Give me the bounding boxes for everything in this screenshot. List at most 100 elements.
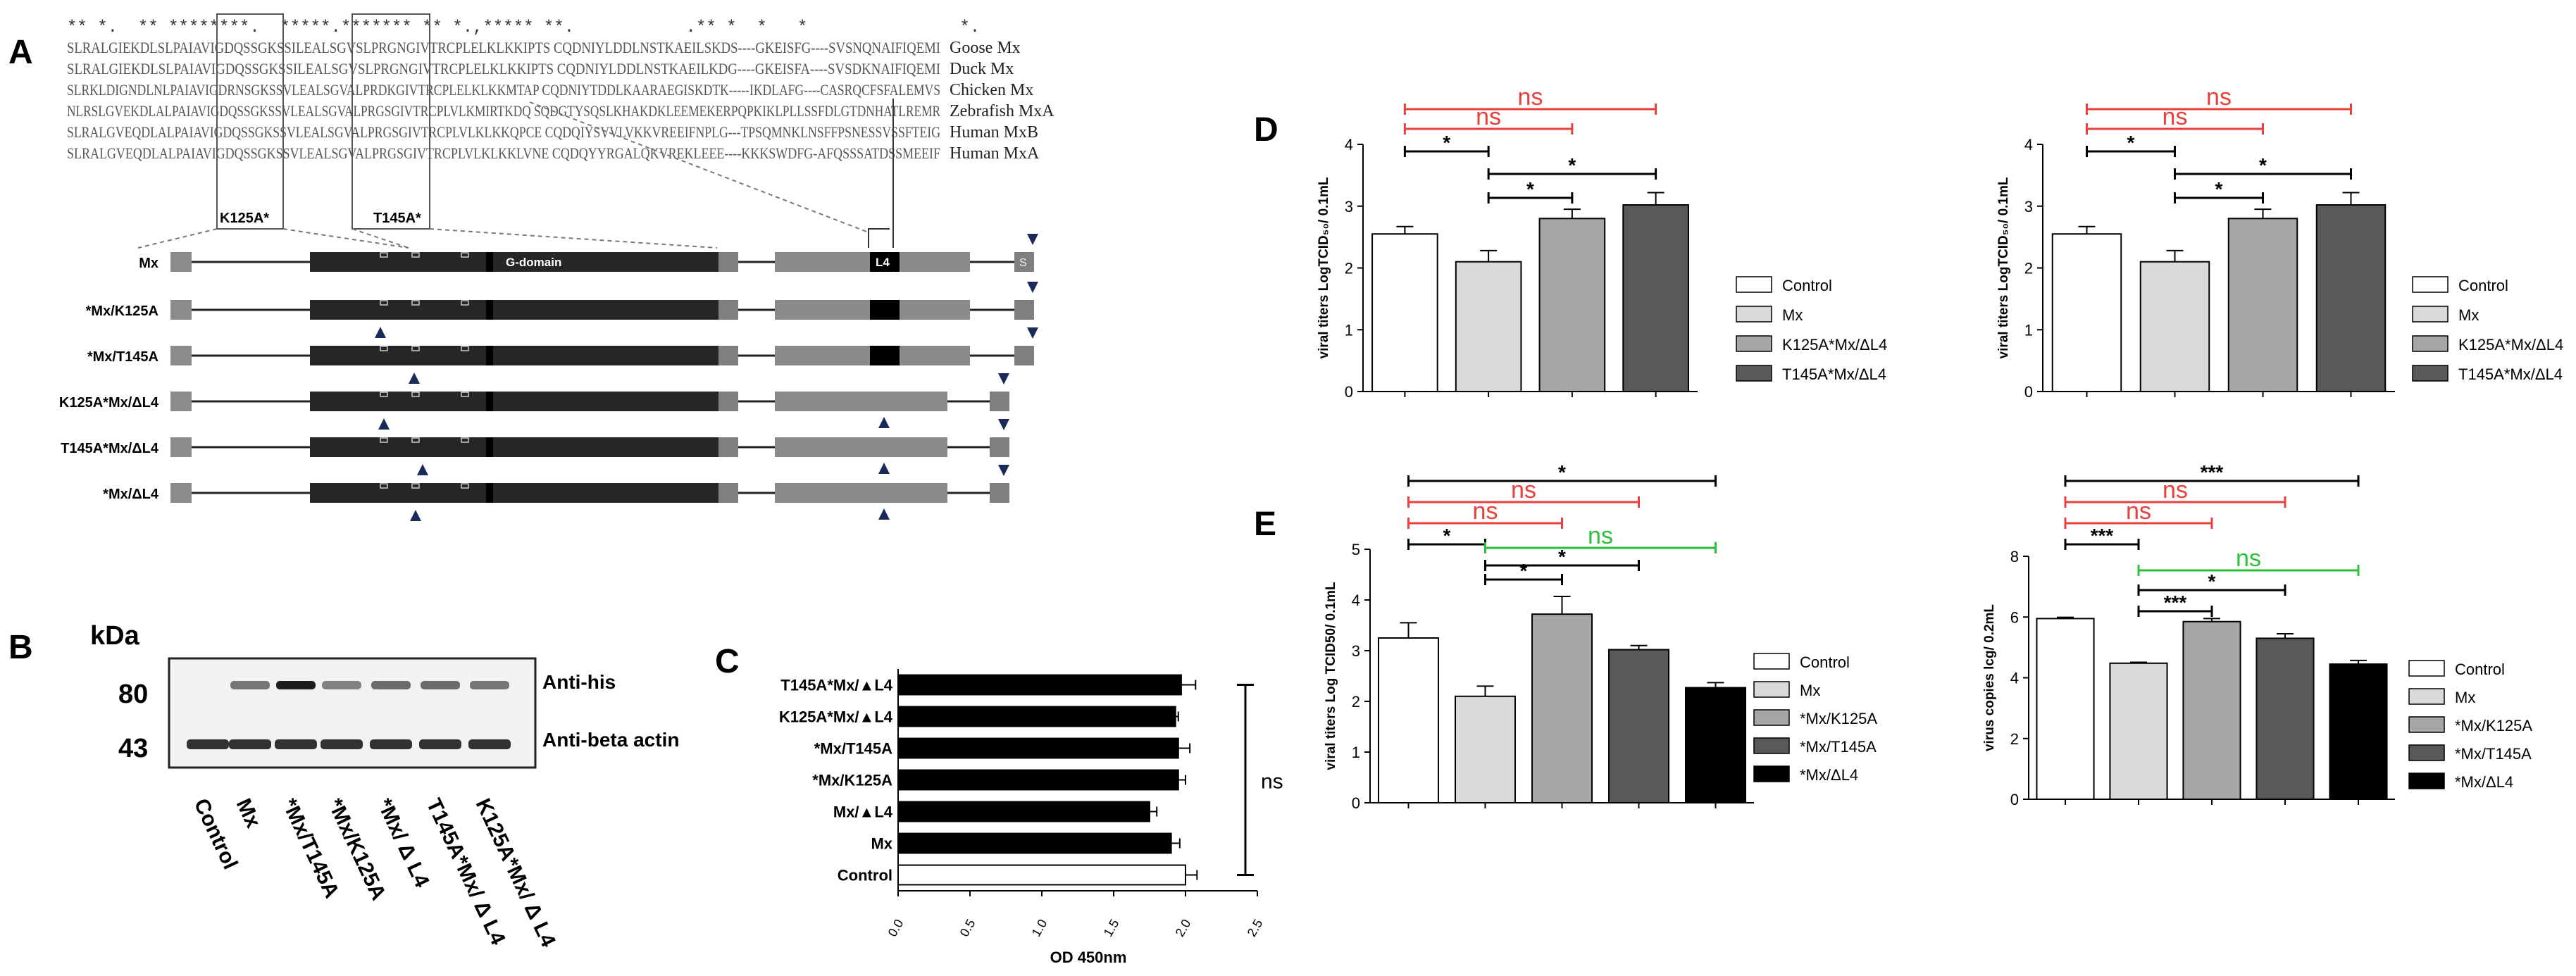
alignment-sequence: SLRKLDIGNDLNLPAIAVIGDRNSGKSSVLEALSGVALPR… — [67, 81, 940, 99]
y-tick-label: 2 — [2024, 260, 2033, 277]
y-tick-label: 8 — [2010, 548, 2019, 565]
significance-label: * — [1526, 178, 1534, 200]
bar-1 — [2139, 261, 2210, 392]
significance-label: ns — [2163, 104, 2188, 130]
legend-label: T145A*Mx/ΔL4 — [2458, 365, 2563, 383]
arrow-marker — [998, 465, 1009, 476]
arrow-marker — [878, 463, 890, 474]
legend-swatch — [2412, 335, 2449, 352]
legend-label: *Mx/ΔL4 — [1800, 766, 1858, 784]
blot-membrane — [168, 657, 537, 769]
y-tick-label: 4 — [1345, 136, 1353, 154]
legend-label: Control — [2458, 277, 2508, 294]
c-bar — [897, 864, 1186, 886]
species-label: Goose Mx — [950, 39, 1021, 57]
construct-l4 — [870, 300, 900, 320]
c-x-tick-label: 0.5 — [957, 917, 978, 939]
c-x-tick-label: 1.0 — [1029, 917, 1050, 939]
motif-site — [380, 252, 388, 258]
y-tick-label: 6 — [2010, 608, 2019, 626]
legend-swatch — [1736, 335, 1772, 352]
c-bar — [897, 801, 1150, 822]
chart-c: 0.0 0.5 1.0 1.5 2.0 2.5 OD 450nm Control Mx Mx/▲L… — [779, 669, 1283, 966]
blot-band-actin — [468, 739, 511, 749]
legend-label: *Mx/K125A — [2455, 717, 2532, 734]
motif-site — [461, 392, 469, 397]
legend-label: Mx — [2458, 306, 2479, 324]
y-tick-label: 2 — [2010, 730, 2019, 748]
legend-swatch — [2412, 276, 2449, 293]
construct-label: *Mx/ΔL4 — [103, 487, 159, 502]
construct-c-term — [1014, 300, 1034, 320]
bar-4 — [1684, 687, 1747, 803]
y-tick-label: 0 — [1352, 794, 1360, 812]
c-category-label: K125A*Mx/▲L4 — [779, 708, 893, 726]
legend-swatch — [1753, 681, 1790, 698]
c-category-label: Control — [838, 867, 892, 884]
construct-motif-mark — [486, 252, 493, 272]
construct-diagrams: Mx G-domain L4 S *Mx/K125A *Mx/T145A K125A*Mx/… — [59, 234, 1038, 521]
y-tick-label: 1 — [1345, 321, 1353, 339]
construct-g-domain — [310, 346, 718, 365]
construct-bse — [718, 437, 738, 457]
significance-label: * — [2259, 154, 2267, 176]
legend-swatch — [1736, 365, 1772, 382]
marker-43: 43 — [118, 734, 148, 763]
legend-swatch — [1753, 765, 1790, 782]
construct-label: *Mx/T145A — [87, 349, 158, 365]
legend-swatch — [2412, 365, 2449, 382]
construct-label: T145A*Mx/ΔL4 — [61, 441, 159, 456]
significance-label: * — [1558, 461, 1566, 483]
legend-swatch — [2408, 744, 2445, 761]
panel-label-d: D — [1254, 111, 1278, 149]
bar-0 — [2051, 233, 2122, 392]
y-tick-label: 5 — [1352, 541, 1360, 558]
motif-site — [461, 300, 469, 306]
significance-label: *** — [2091, 525, 2114, 546]
y-axis-label: virus copies lcg/ 0.2mL — [1982, 604, 1997, 751]
panel-label-c: C — [715, 643, 740, 680]
construct-motif-mark — [486, 437, 493, 457]
motif-site — [380, 392, 388, 397]
bar-1 — [1455, 261, 1522, 392]
blot-lane-label: Mx — [232, 795, 266, 832]
arrow-marker — [1027, 282, 1038, 293]
bar-2 — [1531, 613, 1593, 803]
legend-swatch — [2408, 772, 2445, 789]
significance-label: ns — [2126, 498, 2151, 525]
alignment-sequence: NLRSLGVEKDLALPAIAVIGDQSSGKSSVLEALSGVALPR… — [67, 102, 940, 120]
construct-stalk — [900, 252, 970, 272]
construct-bse — [718, 252, 738, 272]
c-bar — [897, 674, 1182, 696]
construct-motif-mark — [486, 300, 493, 320]
s-label: S — [1019, 257, 1027, 269]
blot-band-his — [230, 681, 270, 689]
band-label-actin: Anti-beta actin — [542, 729, 679, 751]
construct-c-term — [1014, 346, 1034, 365]
legend-label: Control — [2455, 661, 2505, 678]
c-category-label: *Mx/K125A — [812, 772, 892, 789]
motif-site — [380, 483, 388, 489]
construct-l4 — [870, 252, 900, 272]
blot-band-actin — [275, 739, 317, 749]
alignment-sequence: SLRALGVEQDLALPAIAVIGDQSSGKSSVLEALSGVALPR… — [67, 123, 940, 141]
legend-label: T145A*Mx/ΔL4 — [1782, 365, 1886, 383]
g-domain-label: G-domain — [506, 256, 561, 269]
blot-band-actin — [187, 739, 229, 749]
k125a-box — [216, 13, 284, 230]
legend-swatch — [2412, 306, 2449, 323]
legend-swatch — [1753, 709, 1790, 726]
c-category-label: T145A*Mx/▲L4 — [780, 677, 892, 694]
arrow-marker — [375, 327, 386, 338]
significance-label: ns — [2206, 84, 2232, 111]
significance-label: ns — [1588, 523, 1613, 549]
connector — [529, 101, 869, 233]
y-axis-label: viral titers Log TCID50/ 0.1mL — [1324, 582, 1338, 770]
significance-label: ns — [1511, 477, 1536, 503]
construct-l4 — [870, 346, 900, 365]
blot-band-actin — [370, 739, 412, 749]
bar-3 — [1607, 649, 1670, 803]
c-category-label: Mx — [871, 835, 892, 853]
c-x-tick-label: 2.0 — [1173, 917, 1194, 939]
